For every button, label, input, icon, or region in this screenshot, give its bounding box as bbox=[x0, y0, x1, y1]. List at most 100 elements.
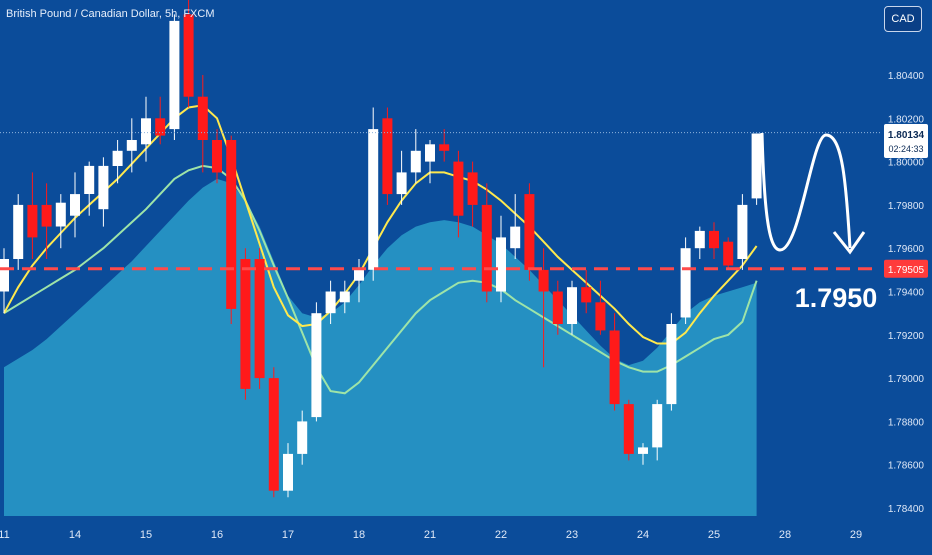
candle bbox=[141, 96, 151, 162]
candle-body bbox=[212, 140, 222, 173]
candle bbox=[425, 140, 435, 184]
level-annotation: 1.7950 bbox=[795, 283, 878, 313]
candle bbox=[439, 129, 450, 162]
candle-body bbox=[510, 226, 521, 249]
candle-body bbox=[467, 172, 478, 205]
candle-body bbox=[240, 259, 251, 389]
level-tag-value: 1.79505 bbox=[888, 265, 925, 276]
x-tick-label: 22 bbox=[495, 529, 507, 541]
candle bbox=[666, 313, 677, 411]
last-price-value: 1.80134 bbox=[888, 130, 925, 141]
candle bbox=[737, 194, 748, 270]
x-tick-label: 21 bbox=[424, 529, 436, 541]
x-tick-label: 11 bbox=[0, 529, 10, 541]
candle-body bbox=[311, 313, 322, 418]
candle-body bbox=[609, 330, 620, 405]
slow-moving-average-line bbox=[3, 164, 758, 395]
candle-body bbox=[396, 172, 407, 195]
candle-body bbox=[638, 447, 648, 454]
y-tick-label: 1.80400 bbox=[888, 71, 925, 82]
bar-countdown: 02:24:33 bbox=[888, 144, 923, 154]
y-tick-label: 1.80000 bbox=[888, 158, 925, 169]
candle-body bbox=[169, 20, 180, 130]
candle-body bbox=[254, 259, 265, 379]
y-tick-label: 1.79600 bbox=[888, 244, 925, 255]
x-tick-label: 28 bbox=[779, 529, 791, 541]
candle bbox=[98, 157, 109, 227]
candle bbox=[481, 183, 492, 303]
candle-body bbox=[197, 96, 208, 140]
x-tick-label: 29 bbox=[850, 529, 862, 541]
candle-body bbox=[268, 378, 279, 491]
candle-body bbox=[666, 324, 677, 405]
y-tick-label: 1.79000 bbox=[888, 374, 925, 385]
candle-body bbox=[481, 204, 492, 292]
candle bbox=[709, 222, 719, 259]
candle-body bbox=[538, 269, 549, 292]
last-price-tag: 1.80134 02:24:33 bbox=[884, 124, 928, 158]
x-tick-label: 16 bbox=[211, 529, 223, 541]
candle bbox=[126, 118, 137, 173]
candle-body bbox=[339, 291, 350, 303]
candle-body bbox=[41, 204, 52, 227]
candle bbox=[183, 0, 194, 108]
candle-body bbox=[567, 287, 577, 324]
candle bbox=[368, 107, 379, 281]
candle bbox=[212, 129, 222, 184]
candle bbox=[467, 161, 478, 227]
x-tick-label: 18 bbox=[353, 529, 365, 541]
y-tick-label: 1.80200 bbox=[888, 114, 925, 125]
candle bbox=[382, 107, 393, 205]
candle bbox=[27, 172, 38, 259]
candle-body bbox=[325, 291, 336, 314]
candle-body bbox=[595, 302, 606, 331]
candle-body bbox=[694, 230, 705, 249]
candle-body bbox=[183, 14, 194, 97]
candle-body bbox=[141, 118, 151, 145]
candle-body bbox=[382, 118, 393, 195]
candle bbox=[638, 443, 648, 465]
chart-title: British Pound / Canadian Dollar, 5h, FXC… bbox=[6, 8, 215, 20]
candle bbox=[510, 194, 521, 259]
candle bbox=[240, 248, 251, 400]
y-tick-label: 1.79400 bbox=[888, 288, 925, 299]
candle bbox=[197, 75, 208, 173]
candle-body bbox=[723, 241, 734, 266]
candle bbox=[595, 280, 606, 335]
x-tick-label: 14 bbox=[69, 529, 81, 541]
y-tick-label: 1.78800 bbox=[888, 417, 925, 428]
candle-body bbox=[751, 133, 762, 199]
candle bbox=[609, 313, 620, 411]
candle-body bbox=[0, 259, 9, 292]
x-tick-label: 23 bbox=[566, 529, 578, 541]
candle bbox=[155, 96, 166, 145]
candle-body bbox=[368, 129, 379, 270]
candle bbox=[55, 194, 66, 249]
area-series bbox=[4, 178, 757, 516]
candle bbox=[339, 280, 350, 314]
y-tick-label: 1.79200 bbox=[888, 331, 925, 342]
candle-body bbox=[623, 404, 634, 454]
candle bbox=[226, 135, 237, 324]
candle-body bbox=[709, 230, 719, 249]
candle-body bbox=[55, 202, 66, 227]
y-tick-label: 1.78600 bbox=[888, 461, 925, 472]
candle bbox=[567, 280, 577, 335]
candle bbox=[694, 226, 705, 259]
currency-button[interactable]: CAD bbox=[884, 6, 922, 32]
candle bbox=[751, 133, 762, 205]
candle-body bbox=[126, 140, 137, 151]
y-tick-label: 1.79800 bbox=[888, 201, 925, 212]
x-tick-label: 25 bbox=[708, 529, 720, 541]
y-tick-label: 1.78400 bbox=[888, 504, 925, 515]
candle-body bbox=[552, 291, 563, 324]
candle bbox=[652, 399, 663, 461]
candle-body bbox=[737, 204, 748, 259]
candle-body bbox=[226, 140, 237, 309]
candle bbox=[623, 399, 634, 461]
candle bbox=[169, 14, 180, 140]
candle bbox=[680, 237, 691, 324]
x-tick-label: 17 bbox=[282, 529, 294, 541]
